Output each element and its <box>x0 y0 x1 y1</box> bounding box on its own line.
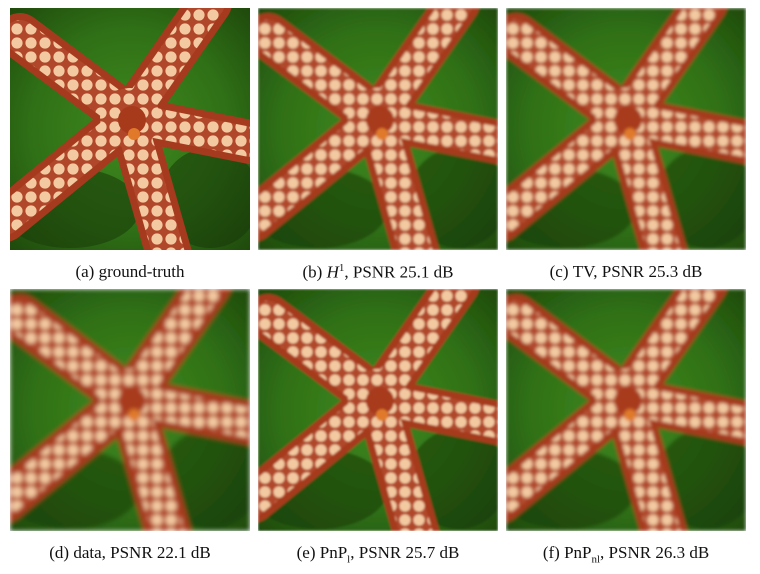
image <box>258 289 498 531</box>
image <box>258 8 498 250</box>
caption-method: H <box>326 262 339 282</box>
caption-psnr: , PSNR 25.7 dB <box>350 543 460 562</box>
caption-tag: (a) <box>75 262 95 281</box>
caption-psnr: , PSNR 25.1 dB <box>344 262 454 282</box>
caption: (b) H1, PSNR 25.1 dB <box>253 262 503 283</box>
caption-psnr: , PSNR 26.3 dB <box>600 543 710 562</box>
caption-tag: (b) <box>302 262 323 282</box>
caption-psnr: , PSNR 22.1 dB <box>101 543 211 562</box>
caption-method: ground-truth <box>98 262 185 281</box>
caption: (a) ground-truth <box>5 262 255 282</box>
image <box>10 289 250 531</box>
caption-sub: l <box>347 553 351 566</box>
caption-psnr: , PSNR 25.3 dB <box>593 262 703 281</box>
caption-sup: 1 <box>338 262 345 274</box>
caption-method: PnP <box>319 543 348 562</box>
caption-method: TV <box>572 262 594 281</box>
caption: (e) PnPl, PSNR 25.7 dB <box>253 543 503 565</box>
caption-tag: (e) <box>296 543 316 562</box>
image <box>506 289 746 531</box>
image <box>10 8 250 250</box>
caption: (c) TV, PSNR 25.3 dB <box>501 262 751 282</box>
caption: (d) data, PSNR 22.1 dB <box>5 543 255 563</box>
caption-tag: (c) <box>549 262 569 281</box>
caption-method: data <box>73 543 102 562</box>
caption-sub: nl <box>591 553 601 566</box>
caption-method: PnP <box>564 543 592 562</box>
caption: (f) PnPnl, PSNR 26.3 dB <box>501 543 751 565</box>
caption-tag: (d) <box>49 543 70 562</box>
image <box>506 8 746 250</box>
caption-tag: (f) <box>542 543 560 562</box>
